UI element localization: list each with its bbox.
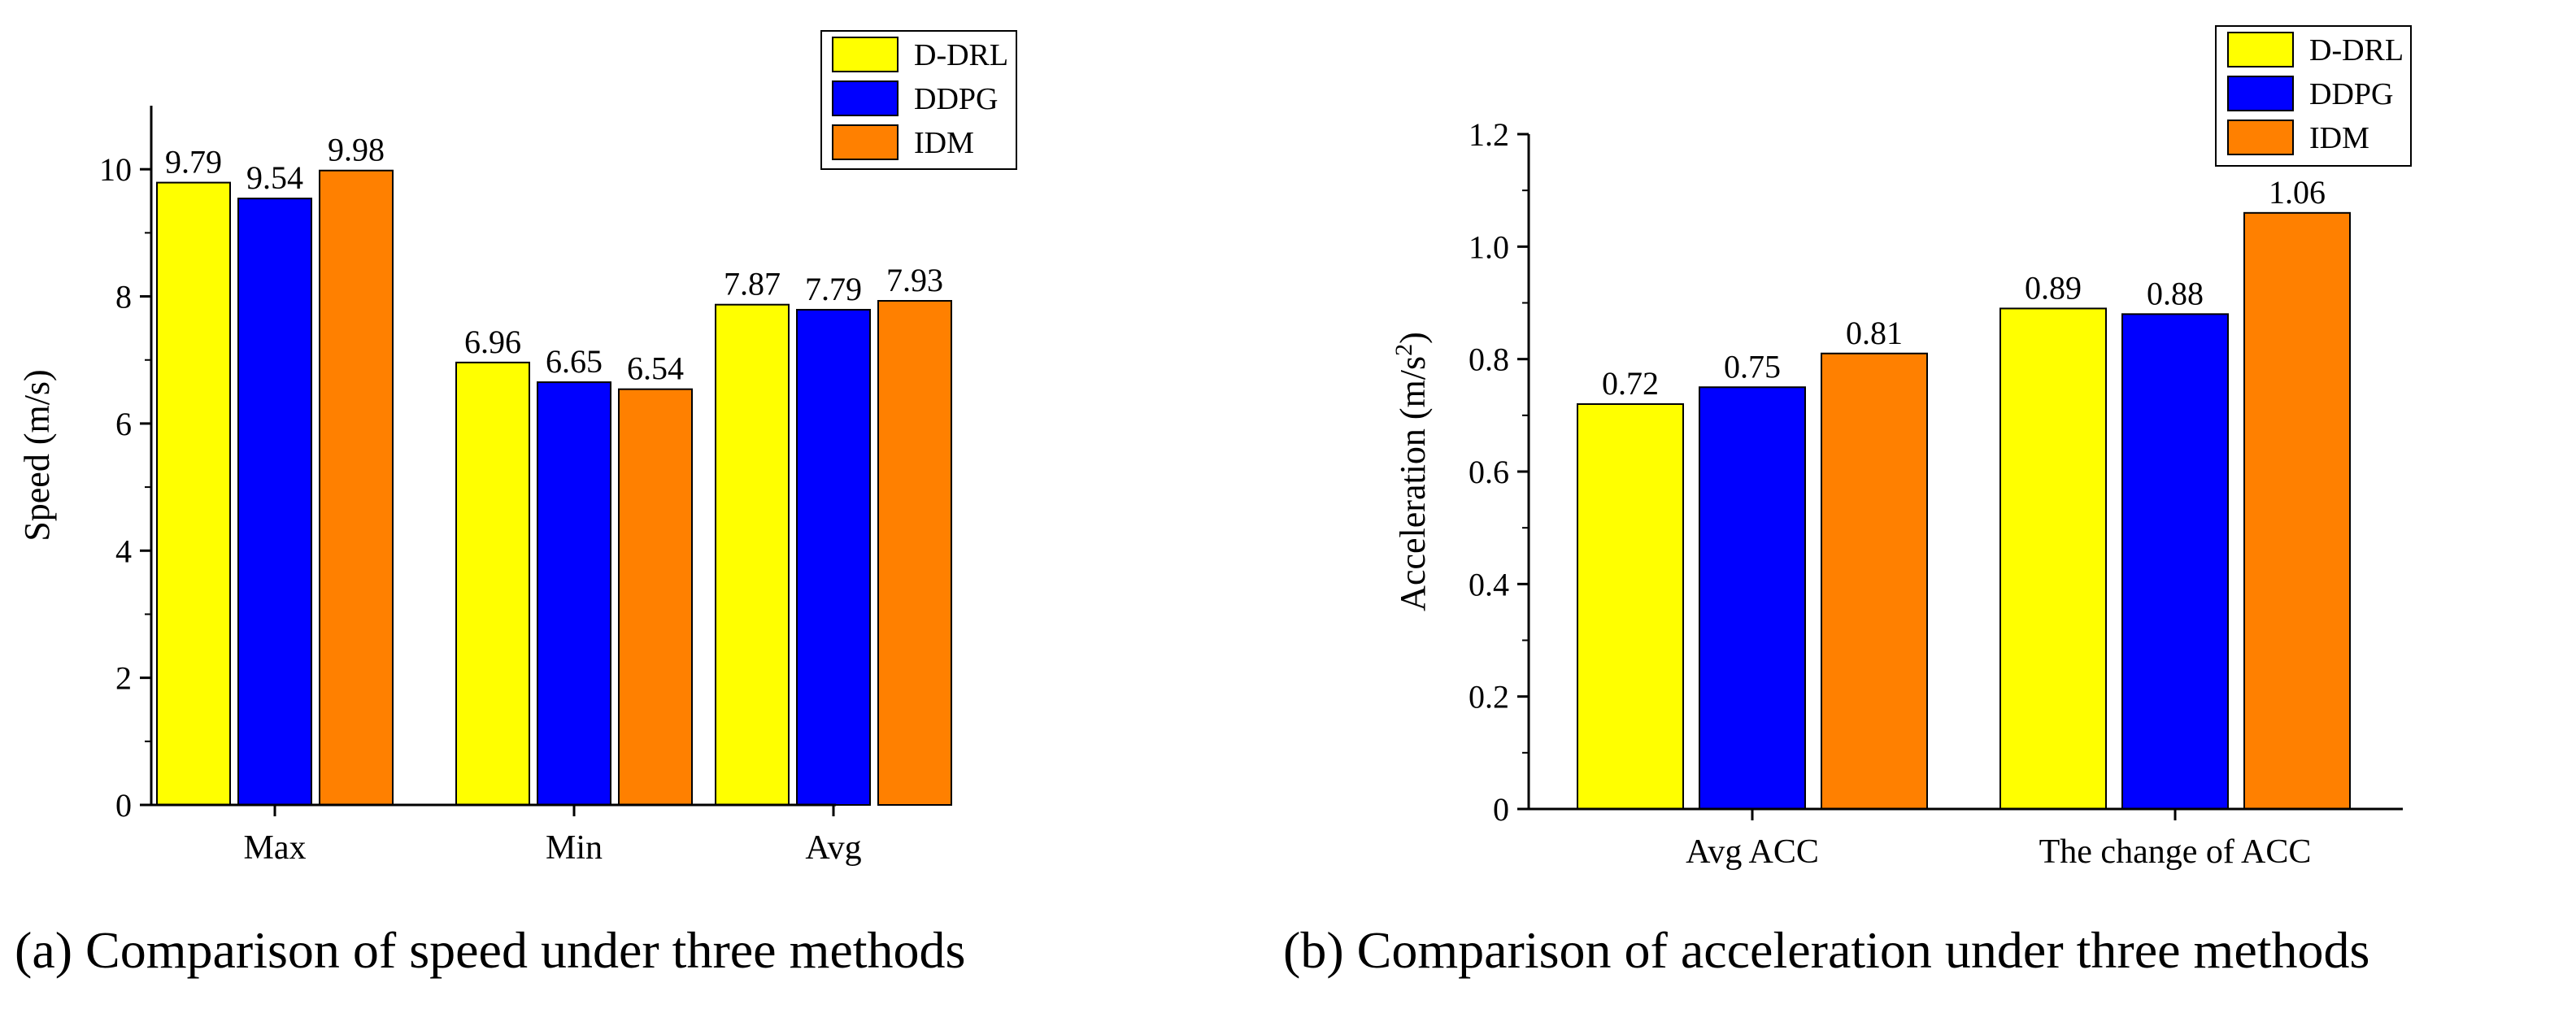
b-bar-label-ddpg-1: 0.75: [1724, 348, 1781, 385]
a-legend-label-d-drl: D-DRL: [914, 38, 1008, 72]
a-bar-idm-3: [877, 300, 952, 806]
b-y-tick-label-3: 0.6: [1469, 454, 1509, 490]
a-y-tick-label-5: 10: [99, 151, 132, 188]
a-bar-label-ddpg-3: 7.79: [805, 271, 862, 307]
acceleration-bar-labels: 0.72 0.75 0.81 0.89 0.88 1.06: [1602, 174, 2326, 402]
a-bar-label-d-drl-2: 6.96: [464, 324, 521, 360]
a-y-tick-label-3: 6: [115, 406, 132, 442]
a-legend-swatch-idm: [832, 124, 899, 160]
a-x-tick-label-3: Avg: [805, 829, 861, 867]
a-y-tick-label-0: 0: [115, 787, 132, 824]
b-bar-label-d-drl-2: 0.89: [2025, 269, 2082, 306]
speed-caption: (a) Comparison of speed under three meth…: [15, 921, 965, 979]
acceleration-y-axis-label-main: Acceleration (m/s: [1393, 356, 1433, 611]
a-legend-label-idm: IDM: [914, 126, 974, 160]
a-bar-label-d-drl-1: 9.79: [165, 144, 222, 180]
speed-x-ticks: Max Min Avg: [244, 805, 862, 867]
a-bar-d-drl-2: [455, 361, 530, 806]
b-y-tick-label-4: 0.8: [1469, 341, 1509, 378]
a-y-tick-label-1: 2: [115, 660, 132, 697]
b-bar-d-drl-2: [1999, 307, 2107, 810]
b-x-tick-label-2: The change of ACC: [2039, 833, 2312, 871]
b-bar-label-idm-1: 0.81: [1846, 315, 1903, 351]
b-y-tick-label-1: 0.2: [1469, 679, 1509, 715]
a-bar-ddpg-1: [237, 198, 312, 807]
b-bar-label-idm-2: 1.06: [2269, 174, 2326, 211]
b-bar-idm-2: [2243, 211, 2351, 811]
b-legend-label-ddpg: DDPG: [2309, 77, 2393, 111]
a-x-tick-label-1: Max: [244, 829, 307, 867]
a-legend-label-ddpg: DDPG: [914, 82, 998, 116]
speed-bars: [156, 169, 952, 807]
a-bar-label-d-drl-3: 7.87: [724, 266, 781, 302]
b-legend-swatch-ddpg: [2227, 76, 2294, 111]
a-bar-label-idm-2: 6.54: [627, 350, 684, 387]
speed-y-ticks: 0 2 4 6 8 10: [99, 151, 151, 824]
a-bar-ddpg-2: [537, 381, 611, 807]
speed-chart: 9.79 9.54 9.98 6.96 6.65 6.54 7.87 7.79 7.93 0 2 4…: [15, 30, 1017, 979]
a-bar-label-idm-3: 7.93: [886, 262, 943, 298]
b-legend-swatch-idm: [2227, 120, 2294, 155]
a-bar-idm-2: [618, 388, 693, 806]
b-bar-d-drl-1: [1577, 403, 1684, 810]
a-bar-d-drl-3: [715, 303, 790, 806]
acceleration-chart: 0.72 0.75 0.81 0.89 0.88 1.06 0 0.2 0.4 0.6 0.8 1.…: [1283, 25, 2412, 979]
a-y-tick-label-4: 8: [115, 279, 132, 315]
acceleration-y-ticks: 0 0.2 0.4 0.6 0.8 1.0 1.2: [1469, 116, 1529, 828]
b-bar-label-d-drl-1: 0.72: [1602, 365, 1659, 402]
a-legend-swatch-ddpg: [832, 80, 899, 116]
b-legend-label-d-drl: D-DRL: [2309, 33, 2404, 67]
acceleration-y-axis-label-sup: 2: [1390, 344, 1417, 356]
b-legend-swatch-d-drl: [2227, 32, 2294, 67]
b-bar-label-ddpg-2: 0.88: [2147, 275, 2204, 311]
a-bar-ddpg-3: [796, 308, 871, 806]
b-x-tick-label-1: Avg ACC: [1686, 833, 1819, 871]
a-bar-d-drl-1: [156, 181, 231, 807]
a-x-tick-label-2: Min: [546, 829, 603, 867]
a-y-tick-label-2: 4: [115, 533, 132, 569]
a-bar-idm-1: [319, 169, 394, 806]
acceleration-y-axis-label-close: ): [1393, 332, 1433, 344]
a-bar-label-ddpg-2: 6.65: [546, 343, 603, 380]
b-y-tick-label-2: 0.4: [1469, 566, 1509, 602]
acceleration-caption: (b) Comparison of acceleration under thr…: [1283, 921, 2369, 979]
speed-legend: D-DRL DDPG IDM: [820, 30, 1017, 170]
b-bar-idm-1: [1821, 352, 1928, 810]
acceleration-legend: D-DRL DDPG IDM: [2215, 25, 2412, 167]
acceleration-x-ticks: Avg ACC The change of ACC: [1686, 809, 2311, 871]
speed-bar-labels: 9.79 9.54 9.98 6.96 6.65 6.54 7.87 7.79 7.93: [165, 132, 943, 387]
speed-y-axis-label: Speed (m/s): [17, 369, 57, 541]
a-bar-label-ddpg-1: 9.54: [246, 159, 303, 196]
acceleration-y-axis-label: Acceleration (m/s2): [1390, 332, 1433, 611]
a-bar-label-idm-1: 9.98: [328, 132, 385, 168]
b-y-tick-label-5: 1.0: [1469, 228, 1509, 265]
b-y-tick-label-6: 1.2: [1469, 116, 1509, 153]
a-legend-swatch-d-drl: [832, 37, 899, 72]
b-y-tick-label-0: 0: [1493, 791, 1509, 828]
b-legend-label-idm: IDM: [2309, 121, 2369, 155]
acceleration-bars: [1577, 211, 2351, 811]
b-bar-ddpg-2: [2121, 313, 2229, 811]
b-bar-ddpg-1: [1699, 386, 1806, 810]
